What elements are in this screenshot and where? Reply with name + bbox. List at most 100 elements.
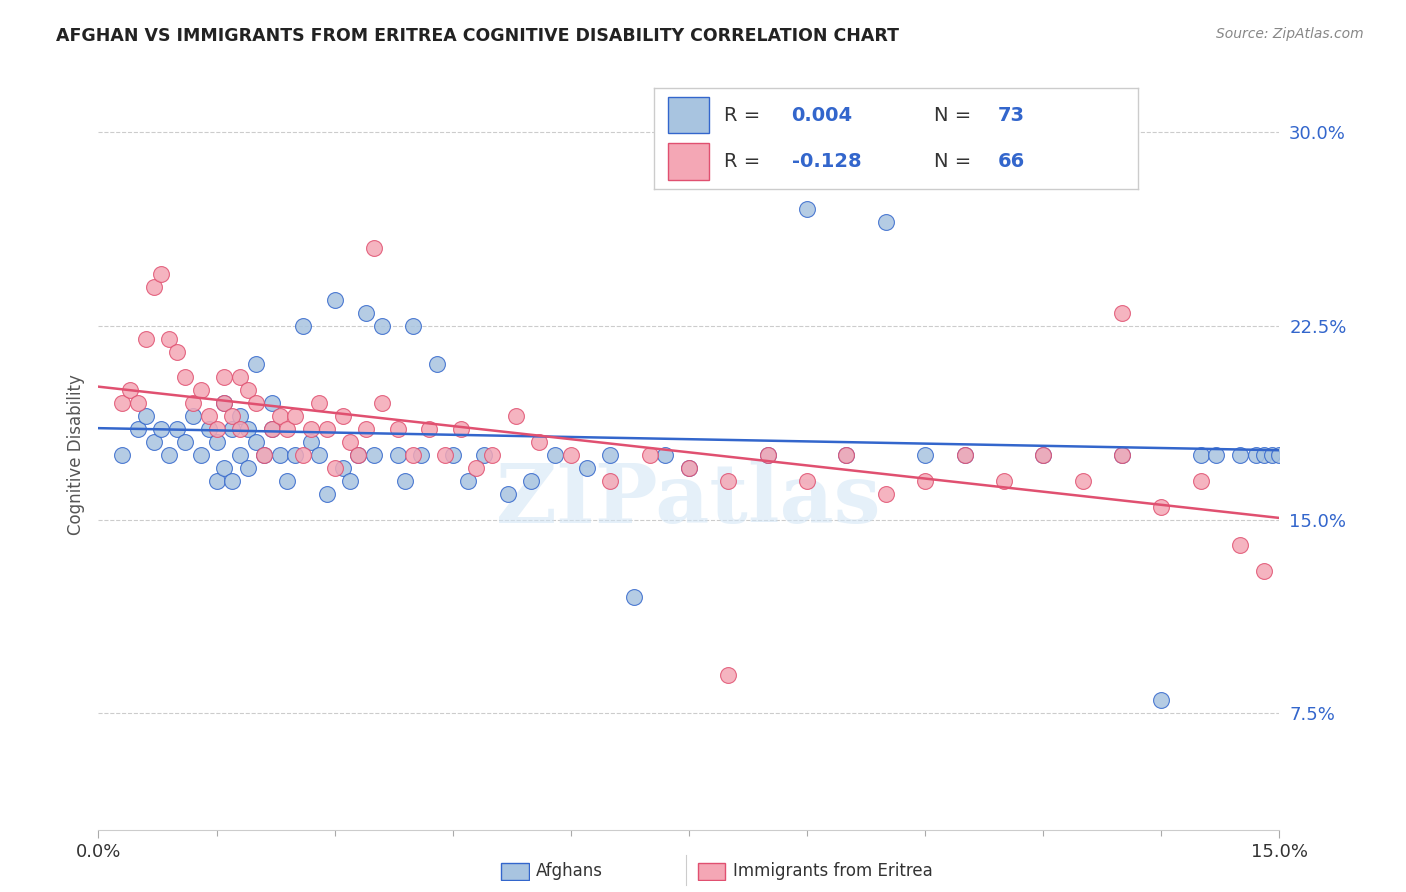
Point	[339, 474, 361, 488]
Point	[387, 448, 409, 462]
Point	[229, 448, 252, 462]
Point	[190, 448, 212, 462]
Point	[150, 422, 173, 436]
Point	[339, 435, 361, 450]
Point	[276, 474, 298, 488]
Point	[1260, 448, 1282, 462]
Point	[914, 448, 936, 462]
Point	[166, 344, 188, 359]
Point	[1253, 564, 1275, 578]
Point	[1150, 500, 1173, 514]
Point	[347, 448, 370, 462]
Point	[544, 448, 567, 462]
Point	[418, 422, 440, 436]
Point	[481, 448, 503, 462]
Point	[560, 448, 582, 462]
Point	[354, 306, 377, 320]
Point	[387, 422, 409, 436]
Point	[292, 448, 315, 462]
Point	[678, 460, 700, 475]
Point	[371, 396, 394, 410]
Point	[269, 448, 291, 462]
Point	[190, 384, 212, 398]
Point	[1229, 538, 1251, 552]
Point	[654, 448, 676, 462]
Point	[135, 409, 157, 424]
Point	[953, 448, 976, 462]
Point	[914, 474, 936, 488]
Point	[142, 435, 165, 450]
Point	[1071, 474, 1094, 488]
Point	[284, 448, 307, 462]
Point	[457, 474, 479, 488]
Point	[717, 474, 740, 488]
Point	[354, 422, 377, 436]
Point	[245, 358, 267, 372]
Point	[157, 448, 180, 462]
Point	[308, 396, 330, 410]
Point	[269, 409, 291, 424]
Point	[284, 409, 307, 424]
Point	[127, 396, 149, 410]
Point	[253, 448, 276, 462]
Point	[575, 460, 598, 475]
Point	[174, 370, 197, 384]
Point	[347, 448, 370, 462]
Point	[433, 448, 456, 462]
Point	[953, 448, 976, 462]
Point	[214, 396, 236, 410]
Point	[142, 280, 165, 294]
Point	[426, 358, 449, 372]
Point	[1229, 448, 1251, 462]
Point	[371, 318, 394, 333]
Point	[197, 422, 219, 436]
Point	[1205, 448, 1227, 462]
Point	[111, 448, 134, 462]
Point	[299, 435, 322, 450]
Point	[205, 435, 228, 450]
Point	[717, 667, 740, 681]
Point	[835, 448, 858, 462]
Point	[638, 448, 661, 462]
Point	[465, 460, 488, 475]
Point	[315, 422, 337, 436]
Point	[505, 409, 527, 424]
Point	[181, 409, 204, 424]
Point	[402, 448, 425, 462]
Point	[1189, 448, 1212, 462]
Point	[174, 435, 197, 450]
Point	[245, 396, 267, 410]
Text: AFGHAN VS IMMIGRANTS FROM ERITREA COGNITIVE DISABILITY CORRELATION CHART: AFGHAN VS IMMIGRANTS FROM ERITREA COGNIT…	[56, 27, 900, 45]
Point	[323, 293, 346, 307]
Point	[127, 422, 149, 436]
Point	[1189, 474, 1212, 488]
Point	[363, 241, 385, 255]
Point	[1268, 448, 1291, 462]
Point	[308, 448, 330, 462]
Point	[520, 474, 543, 488]
Text: Source: ZipAtlas.com: Source: ZipAtlas.com	[1216, 27, 1364, 41]
Point	[229, 370, 252, 384]
Point	[111, 396, 134, 410]
Point	[402, 318, 425, 333]
Point	[1244, 448, 1267, 462]
Point	[332, 409, 354, 424]
Point	[135, 332, 157, 346]
Point	[236, 460, 259, 475]
Point	[835, 448, 858, 462]
Point	[875, 486, 897, 500]
Text: Afghans: Afghans	[536, 863, 603, 880]
Text: Immigrants from Eritrea: Immigrants from Eritrea	[733, 863, 932, 880]
Point	[315, 486, 337, 500]
Point	[157, 332, 180, 346]
Point	[214, 370, 236, 384]
Point	[796, 474, 818, 488]
Point	[236, 422, 259, 436]
Point	[299, 422, 322, 436]
Point	[292, 318, 315, 333]
Point	[276, 422, 298, 436]
Point	[260, 422, 283, 436]
Point	[150, 267, 173, 281]
Point	[394, 474, 416, 488]
Point	[118, 384, 141, 398]
